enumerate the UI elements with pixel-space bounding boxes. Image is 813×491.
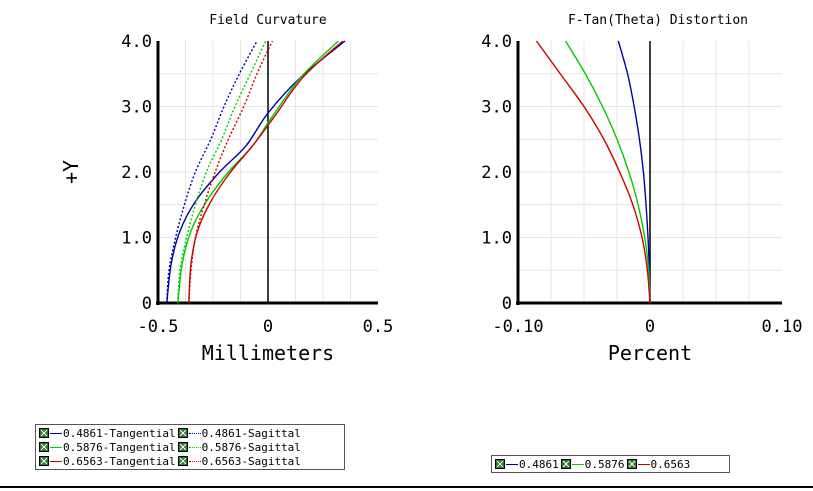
legend-item: 0.5876	[560, 457, 625, 471]
chart-title: Field Curvature	[209, 13, 327, 28]
legend-label: 0.4861	[519, 457, 559, 471]
legend-distortion: 0.4861 0.5876 0.6563	[491, 455, 730, 473]
legend-line-swatch	[50, 446, 62, 448]
legend-line-swatch	[188, 432, 201, 434]
checked-box-icon[interactable]	[39, 442, 49, 452]
legend-line-swatch	[506, 463, 518, 465]
chart-title: F-Tan(Theta) Distortion	[568, 13, 748, 28]
x-tick-label: 0	[263, 317, 273, 337]
y-tick-label: 3.0	[481, 98, 512, 118]
legend-line-swatch	[50, 460, 62, 462]
x-tick-label: 0.10	[762, 317, 803, 337]
legend-label: 0.4861-Tangential	[63, 426, 176, 440]
checked-box-icon[interactable]	[39, 456, 49, 466]
checked-box-icon[interactable]	[495, 459, 505, 469]
legend-line-swatch	[50, 432, 62, 434]
legend-label: 0.5876	[584, 457, 625, 471]
legend-item: 0.4861	[495, 458, 559, 471]
chart-panel-1: Field Curvature 0 1.0 2.0 3.0 4.0 -0.5 0 0.5 Mill…	[59, 13, 393, 365]
legend-row: 0.4861-Tangential 0.4861-Sagittal	[39, 426, 341, 440]
series-line-0-6563	[535, 40, 651, 304]
x-tick-label: 0.5	[363, 317, 394, 337]
legend-item: 0.6563-Sagittal	[177, 454, 301, 468]
y-tick-label: 4.0	[481, 32, 512, 52]
legend-item: 0.6563-Tangential	[39, 455, 176, 468]
x-tick-label: -0.5	[138, 317, 179, 337]
legend-label: 0.6563-Sagittal	[201, 454, 301, 468]
x-tick-label: -0.10	[492, 317, 543, 337]
y-tick-label: 1.0	[121, 229, 152, 249]
legend-line-swatch	[188, 460, 201, 462]
legend-label: 0.6563-Tangential	[63, 454, 176, 468]
y-tick-label: 0	[502, 294, 512, 314]
legend-item: 0.4861-Tangential	[39, 427, 176, 440]
checked-box-icon[interactable]	[177, 456, 188, 466]
legend-label: 0.5876-Sagittal	[201, 440, 301, 454]
series-line-0-5876	[564, 40, 651, 304]
series-line-0-4861	[617, 40, 651, 304]
checked-box-icon[interactable]	[177, 442, 188, 452]
legend-line-swatch	[188, 446, 201, 448]
x-axis-label: Millimeters	[202, 341, 334, 365]
y-tick-label: 2.0	[481, 163, 512, 183]
checked-box-icon[interactable]	[560, 459, 571, 469]
y-tick-label: 1.0	[481, 229, 512, 249]
series-line-0-5876-tangential	[177, 40, 339, 304]
legend-item: 0.6563	[626, 457, 691, 471]
legend-item: 0.5876-Tangential	[39, 441, 176, 454]
legend-label: 0.4861-Sagittal	[201, 426, 301, 440]
chart-panel-2: F-Tan(Theta) Distortion 0 1.0 2.0 3.0 4.0 -0.1…	[481, 13, 802, 365]
y-tick-label: 4.0	[121, 32, 152, 52]
x-tick-label: 0	[645, 317, 655, 337]
legend-item: 0.4861-Sagittal	[177, 426, 301, 440]
legend-line-swatch	[637, 463, 650, 465]
checked-box-icon[interactable]	[626, 459, 637, 469]
checked-box-icon[interactable]	[177, 428, 188, 438]
y-axis-label: +Y	[59, 160, 83, 184]
series-line-0-4861-tangential	[166, 40, 346, 304]
legend-field-curvature: 0.4861-Tangential 0.4861-Sagittal 0.5876-T…	[35, 424, 345, 470]
legend-line-swatch	[571, 463, 584, 465]
bottom-divider	[0, 486, 813, 491]
checked-box-icon[interactable]	[39, 428, 49, 438]
y-tick-label: 3.0	[121, 98, 152, 118]
y-tick-label: 2.0	[121, 163, 152, 183]
y-tick-label: 0	[142, 294, 152, 314]
legend-row: 0.5876-Tangential 0.5876-Sagittal	[39, 440, 341, 454]
legend-item: 0.5876-Sagittal	[177, 440, 301, 454]
legend-row: 0.6563-Tangential 0.6563-Sagittal	[39, 454, 341, 468]
x-axis-label: Percent	[608, 341, 692, 365]
legend-label: 0.6563	[650, 457, 691, 471]
legend-row: 0.4861 0.5876 0.6563	[495, 457, 726, 471]
legend-label: 0.5876-Tangential	[63, 440, 176, 454]
